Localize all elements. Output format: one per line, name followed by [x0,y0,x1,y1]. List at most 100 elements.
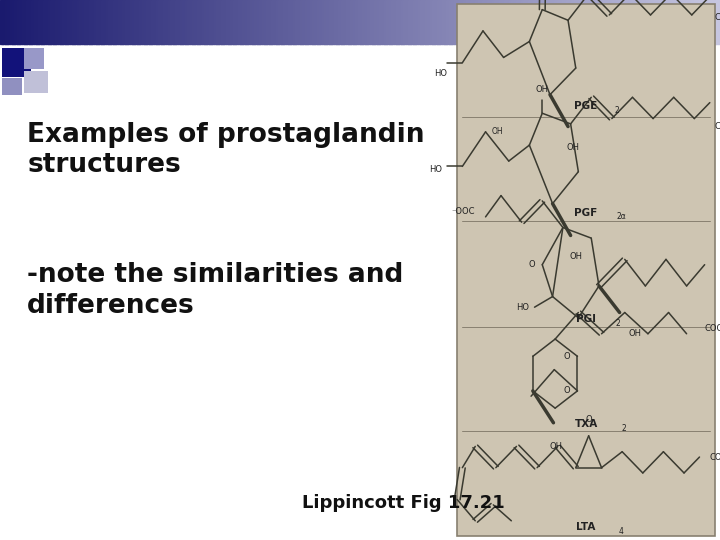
Bar [466,0,469,44]
Text: OH: OH [567,143,580,152]
Bar [194,0,197,44]
Bar [559,0,562,44]
Bar [60,0,63,44]
Bar [185,0,188,44]
Bar [682,0,685,44]
Bar [461,0,464,44]
Bar [610,0,613,44]
Bar [686,0,690,44]
Bar [382,0,384,44]
Bar [444,0,447,44]
Bar [552,0,555,44]
Text: HO: HO [428,165,442,173]
Bar [660,0,663,44]
Bar [351,0,354,44]
Bar [204,0,207,44]
Bar [353,0,356,44]
Bar [624,0,627,44]
Bar [240,0,243,44]
Bar [603,0,606,44]
Bar [595,0,598,44]
Bar [96,0,99,44]
Text: ⁻OOC: ⁻OOC [451,207,475,216]
Bar [480,0,483,44]
Bar [127,0,130,44]
Bar [657,0,661,44]
Bar [125,0,128,44]
Bar [456,0,459,44]
Bar [53,0,56,44]
Bar [646,0,649,44]
Bar [58,0,60,44]
Bar [432,0,435,44]
Bar [441,0,445,44]
Bar [113,0,116,44]
Bar [374,0,377,44]
Bar [516,0,519,44]
Bar [115,0,118,44]
Bar [233,0,236,44]
Text: OH: OH [629,329,642,338]
Bar [377,0,380,44]
Bar [228,0,231,44]
Bar [161,0,164,44]
Bar [324,0,327,44]
Text: Lippincott Fig 17.21: Lippincott Fig 17.21 [302,494,505,512]
Text: 2: 2 [615,106,619,115]
Bar [588,0,591,44]
Bar [173,0,176,44]
Bar [626,0,629,44]
Bar [132,0,135,44]
Bar [120,0,123,44]
Bar [696,0,699,44]
Bar [554,0,557,44]
Bar [336,0,339,44]
Text: OH: OH [492,127,503,136]
Bar [22,0,24,44]
Bar [569,0,572,44]
Text: OH: OH [549,442,562,451]
Bar [679,0,683,44]
Text: COO⁻: COO⁻ [715,122,720,131]
Bar [74,0,78,44]
Bar [557,0,560,44]
Bar [703,0,706,44]
Bar [276,0,279,44]
Bar [187,0,190,44]
Bar [585,0,589,44]
Bar [225,0,229,44]
Bar [189,0,193,44]
Bar [639,0,642,44]
Text: Examples of prostaglandin
structures: Examples of prostaglandin structures [27,122,425,179]
Bar [65,0,68,44]
Bar [67,0,71,44]
Bar [149,0,152,44]
Text: OH: OH [570,252,582,261]
Bar [70,0,73,44]
Bar [598,0,600,44]
Bar [36,0,39,44]
Bar [636,0,639,44]
Bar [293,0,296,44]
Bar [50,0,53,44]
Bar [567,0,570,44]
Bar [163,0,166,44]
Bar [207,0,210,44]
Bar [252,0,255,44]
Text: O: O [585,415,592,424]
Bar [264,0,267,44]
Bar [310,0,312,44]
Bar [211,0,215,44]
Bar [182,0,186,44]
Bar [130,0,132,44]
Bar [86,0,89,44]
Bar [528,0,531,44]
Bar [297,0,301,44]
Text: 2: 2 [621,424,626,433]
Bar [5,0,8,44]
Bar [331,0,334,44]
Bar [650,0,654,44]
Bar [394,0,397,44]
Bar [504,0,507,44]
Bar [413,0,416,44]
